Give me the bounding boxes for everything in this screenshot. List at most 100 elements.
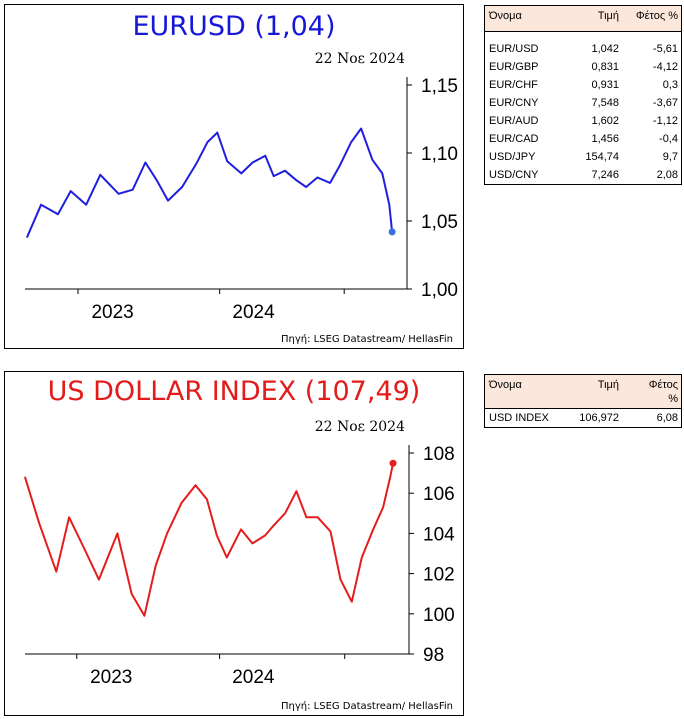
- fx-row: EUR/CHF 0,931 0,3: [485, 77, 681, 95]
- dxy-data-point: [372, 528, 374, 530]
- eurusd-data-point: [85, 204, 87, 206]
- fx-cell-price: 7,246: [591, 169, 619, 181]
- usd-index-header-ytd: Φέτος: [648, 379, 678, 391]
- eurusd-data-point: [339, 164, 341, 166]
- eurusd-data-point: [388, 204, 390, 206]
- fx-row: EUR/AUD 1,602 -1,12: [485, 113, 681, 131]
- fx-cell-name: EUR/CHF: [489, 79, 538, 91]
- dxy-y-tick-label: 102: [423, 565, 455, 586]
- eurusd-data-point: [99, 174, 101, 176]
- dxy-data-point: [382, 506, 384, 508]
- dxy-data-point: [351, 601, 353, 603]
- fx-cell-price: 0,831: [591, 61, 619, 73]
- dxy-data-point: [116, 532, 118, 534]
- dxy-data-point: [251, 542, 253, 545]
- dxy-chart-title: US DOLLAR INDEX (107,49): [47, 376, 421, 407]
- fx-header-name: Όνομα: [489, 10, 522, 22]
- eurusd-line-chart: 1,00 1,05 1,10 1,15 2023 2024: [25, 76, 458, 323]
- eurusd-data-point: [350, 141, 352, 143]
- eurusd-data-point: [167, 200, 169, 202]
- fx-cell-ytd: 2,08: [656, 169, 678, 181]
- eurusd-data-point: [181, 186, 183, 188]
- usd-index-cell-price: 106,972: [579, 412, 619, 424]
- eurusd-data-point: [206, 141, 209, 143]
- dxy-data-point: [329, 530, 332, 532]
- dxy-data-point: [317, 516, 319, 518]
- eurusd-last-value-marker: [388, 228, 396, 236]
- eurusd-data-point: [70, 190, 72, 192]
- eurusd-data-point: [316, 176, 319, 179]
- fx-table-header: Όνομα Τιμή Φέτος %: [485, 6, 681, 32]
- fx-cell-ytd: 9,7: [662, 151, 678, 163]
- dxy-last-value-marker: [389, 459, 397, 467]
- eurusd-data-point: [216, 132, 218, 134]
- eurusd-data-point: [329, 182, 331, 184]
- fx-cell-name: EUR/AUD: [489, 115, 539, 127]
- eurusd-data-point: [226, 160, 228, 162]
- dxy-data-point: [389, 476, 391, 478]
- usd-index-table-body: USD INDEX 106,972 6,08: [485, 409, 681, 428]
- dxy-data-point: [180, 502, 182, 504]
- fx-cell-ytd: -1,12: [652, 115, 678, 127]
- eurusd-chart-panel: EURUSD (1,04) 22 Νοε 2024 1,00 1,05 1,10 1,…: [4, 4, 464, 349]
- usd-index-table-header: Όνομα Τιμή Φέτος %: [485, 375, 681, 409]
- eurusd-data-point: [118, 193, 120, 195]
- eurusd-data-point: [264, 155, 266, 157]
- dxy-data-point: [295, 490, 298, 492]
- dxy-data-point: [240, 528, 242, 530]
- eurusd-data-point: [360, 127, 362, 130]
- usd-index-header-name: Όνομα: [489, 379, 522, 391]
- dxy-data-point: [194, 484, 197, 486]
- dxy-data-point: [38, 522, 40, 524]
- dxy-data-point: [206, 498, 208, 500]
- fx-row: EUR/GBP 0,831 -4,12: [485, 59, 681, 77]
- dxy-data-point: [55, 570, 57, 573]
- dxy-data-point: [24, 476, 26, 478]
- eurusd-data-point: [144, 161, 147, 164]
- fx-cell-ytd: -3,67: [652, 97, 678, 109]
- dxy-line-chart: 98 100 102 104 106 108 2023 2024: [24, 444, 455, 688]
- eurusd-x-tick-label: 2023: [91, 302, 133, 323]
- dxy-data-point: [339, 579, 342, 581]
- eurusd-x-tick-label: 2024: [232, 302, 275, 323]
- dxy-series-line: [24, 462, 395, 617]
- dxy-y-tick-label: 98: [423, 645, 444, 666]
- dxy-data-point: [155, 564, 157, 567]
- eurusd-source-note: Πηγή: LSEG Datastream/ HellasFin: [280, 334, 453, 345]
- dxy-data-point: [166, 532, 168, 534]
- usd-index-table: Όνομα Τιμή Φέτος % USD INDEX 106,972 6,08: [484, 374, 682, 428]
- eurusd-data-point: [132, 189, 134, 191]
- dxy-y-tick-label: 106: [423, 484, 455, 505]
- eurusd-data-point: [371, 159, 373, 161]
- dxy-data-point: [130, 593, 133, 595]
- fx-row: EUR/USD 1,042 -5,61: [485, 41, 681, 59]
- dxy-data-point: [216, 534, 218, 537]
- dxy-y-tick-label: 108: [423, 444, 455, 465]
- fx-table: Όνομα Τιμή Φέτος % EUR/USD 1,042 -5,61 EUR/…: [484, 5, 682, 185]
- dxy-data-point: [98, 579, 100, 581]
- usd-index-cell-ytd: 6,08: [656, 412, 678, 424]
- eurusd-data-point: [381, 172, 383, 174]
- fx-cell-ytd: 0,3: [662, 79, 678, 91]
- fx-table-body: EUR/USD 1,042 -5,61 EUR/GBP 0,831 -4,12 EUR/CH…: [485, 32, 681, 185]
- dxy-data-point: [305, 516, 307, 518]
- eurusd-data-point: [26, 236, 28, 238]
- dxy-data-point: [226, 556, 228, 559]
- fx-cell-name: EUR/GBP: [489, 61, 539, 73]
- fx-cell-name: USD/CNY: [489, 169, 539, 181]
- dxy-y-tick-label: 104: [423, 524, 455, 545]
- eurusd-y-tick-label: 1,10: [421, 144, 458, 165]
- eurusd-y-tick-label: 1,05: [421, 212, 458, 233]
- dxy-y-tick-label: 100: [423, 605, 455, 626]
- dxy-data-point: [264, 534, 266, 537]
- fx-cell-price: 0,931: [591, 79, 619, 91]
- fx-header-price: Τιμή: [597, 10, 619, 22]
- fx-row: EUR/CAD 1,456 -0,4: [485, 131, 681, 149]
- fx-cell-name: EUR/CNY: [489, 97, 539, 109]
- eurusd-data-point: [40, 204, 42, 206]
- eurusd-y-tick-label: 1,15: [421, 76, 458, 97]
- dxy-x-tick-label: 2023: [90, 667, 132, 688]
- dxy-data-point: [68, 516, 70, 518]
- fx-row: EUR/CNY 7,548 -3,67: [485, 95, 681, 113]
- usd-index-header-price: Τιμή: [597, 379, 619, 391]
